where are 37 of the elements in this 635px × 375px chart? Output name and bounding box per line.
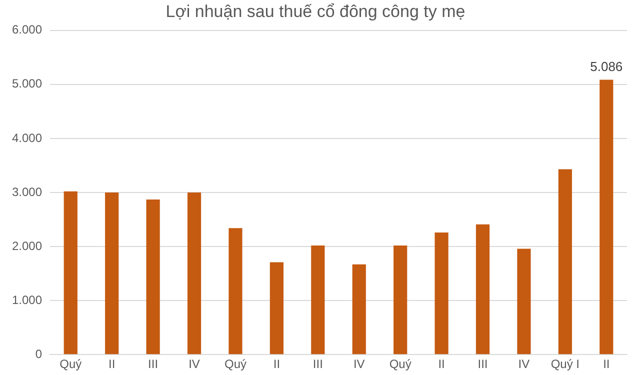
x-tick-label: II xyxy=(108,357,116,372)
bar xyxy=(600,80,614,354)
y-tick-label: 4.000 xyxy=(12,130,42,145)
bar xyxy=(146,200,160,354)
chart-title: Lợi nhuận sau thuế cổ đông công ty mẹ xyxy=(166,2,466,21)
bar xyxy=(352,264,366,354)
x-tick-label: Quý xyxy=(389,357,412,372)
y-tick-label: 6.000 xyxy=(12,22,42,37)
x-tick-label: II xyxy=(603,357,610,372)
x-tick-label: IV xyxy=(518,357,530,372)
y-tick-label: 2.000 xyxy=(12,238,42,253)
bar xyxy=(476,224,490,354)
data-label: 5.086 xyxy=(590,58,623,74)
y-tick-label: 3.000 xyxy=(12,184,42,199)
y-tick-label: 1.000 xyxy=(12,292,42,307)
bar xyxy=(270,262,284,354)
bar xyxy=(434,232,448,354)
bar xyxy=(558,169,572,354)
y-tick-label: 5.000 xyxy=(12,76,42,91)
x-tick-label: Quý xyxy=(60,357,82,372)
x-tick-label: Quý I xyxy=(550,357,580,372)
bar xyxy=(517,248,531,354)
x-tick-label: Quý xyxy=(224,357,246,372)
bar xyxy=(311,245,325,354)
bar xyxy=(105,192,119,354)
x-tick-label: II xyxy=(438,357,445,372)
bar xyxy=(394,245,408,354)
bar xyxy=(64,191,78,354)
x-tick-label: III xyxy=(148,357,158,372)
x-tick-label: II xyxy=(273,357,280,372)
bar xyxy=(228,228,242,354)
y-tick-label: 0 xyxy=(35,346,42,361)
bar xyxy=(187,192,202,354)
x-tick-label: IV xyxy=(188,357,200,372)
x-tick-label: III xyxy=(478,357,488,372)
x-tick-label: III xyxy=(312,357,323,372)
x-tick-label: IV xyxy=(353,357,365,372)
